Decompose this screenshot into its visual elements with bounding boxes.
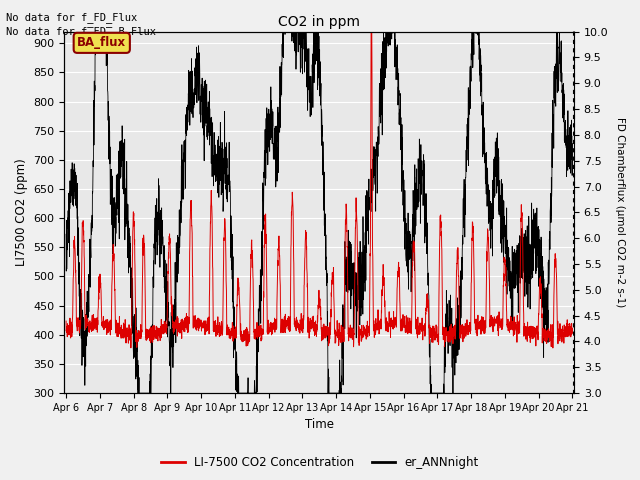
X-axis label: Time: Time [305,419,333,432]
Legend: LI-7500 CO2 Concentration, er_ANNnight: LI-7500 CO2 Concentration, er_ANNnight [156,452,484,474]
Text: No data for f_FD_Flux: No data for f_FD_Flux [6,12,138,23]
Y-axis label: FD Chamberflux (μmol CO2 m-2 s-1): FD Chamberflux (μmol CO2 m-2 s-1) [615,117,625,308]
Title: CO2 in ppm: CO2 in ppm [278,15,360,29]
Y-axis label: LI7500 CO2 (ppm): LI7500 CO2 (ppm) [15,158,28,266]
Text: No data for f̅FD̅_B Flux: No data for f̅FD̅_B Flux [6,26,156,37]
Text: BA_flux: BA_flux [77,36,126,49]
